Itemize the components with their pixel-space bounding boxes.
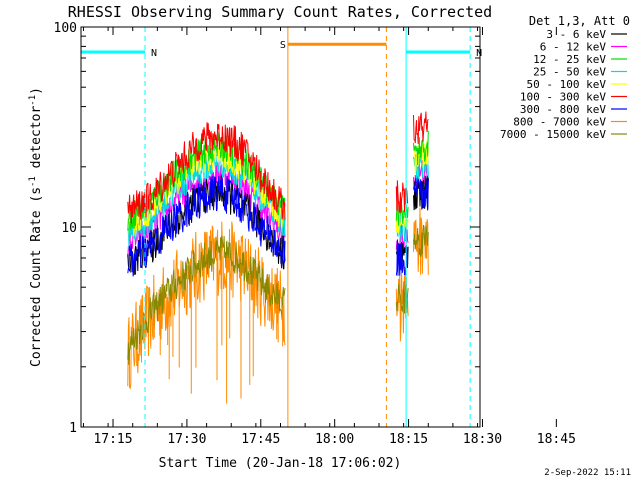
night-label: N: [476, 48, 482, 59]
legend-label: 12 - 25 keV: [533, 53, 606, 66]
trace-300-800kev: [127, 175, 286, 277]
x-tick-label: 18:15: [389, 432, 428, 447]
trace-12-25kev: [413, 130, 429, 166]
axis-layer: 17:15 17:30 17:45 18:00 18:15 18:30 18:45 1 10 10…: [54, 21, 576, 447]
legend-title: Det 1,3, Att 0: [529, 14, 630, 28]
legend-label: 25 - 50 keV: [533, 66, 606, 79]
y-label-mid: detector: [29, 106, 44, 177]
chart-title: RHESSI Observing Summary Count Rates, Co…: [68, 3, 492, 21]
legend-label: 6 - 12 keV: [540, 41, 607, 54]
footer-date: 2-Sep-2022 15:11: [544, 468, 631, 478]
legend-label: 3 - 6 keV: [546, 28, 606, 41]
y-tick-label: 10: [61, 221, 77, 236]
x-tick-label: 18:45: [537, 432, 576, 447]
trace-100-300kev: [127, 122, 286, 224]
legend-label: 7000 - 15000 keV: [500, 128, 606, 141]
x-tick-label: 17:30: [167, 432, 206, 447]
data-layer: [127, 111, 429, 404]
y-tick-label: 1: [69, 421, 77, 436]
x-tick-label: 18:00: [315, 432, 354, 447]
y-label-sup1: -1: [28, 176, 38, 187]
y-tick-label: 100: [54, 21, 77, 36]
legend-label: 50 - 100 keV: [527, 78, 607, 91]
y-label-main: Corrected Count Rate (s: [29, 187, 44, 367]
x-axis-label: Start Time (20-Jan-18 17:06:02): [159, 456, 402, 471]
legend-label: 300 - 800 keV: [520, 103, 606, 116]
trace-100-300kev: [413, 111, 429, 144]
x-tick-label: 17:15: [93, 432, 132, 447]
x-tick-label: 17:45: [241, 432, 280, 447]
trace-3-6kev: [127, 175, 286, 275]
trace-300-800kev: [413, 178, 429, 211]
saa-label: S: [280, 40, 286, 51]
x-tick-label: 18:30: [463, 432, 502, 447]
legend-label: 800 - 7000 keV: [513, 116, 606, 129]
y-axis-label: Corrected Count Rate (s-1 detector-1): [28, 87, 44, 367]
night-label: N: [151, 48, 157, 59]
y-label-sup2: -1: [28, 95, 38, 106]
legend-label: 100 - 300 keV: [520, 91, 606, 104]
trace-7000-15000kev: [127, 235, 286, 365]
y-label-end: ): [29, 87, 44, 95]
trace-7000-15000kev: [413, 224, 429, 258]
